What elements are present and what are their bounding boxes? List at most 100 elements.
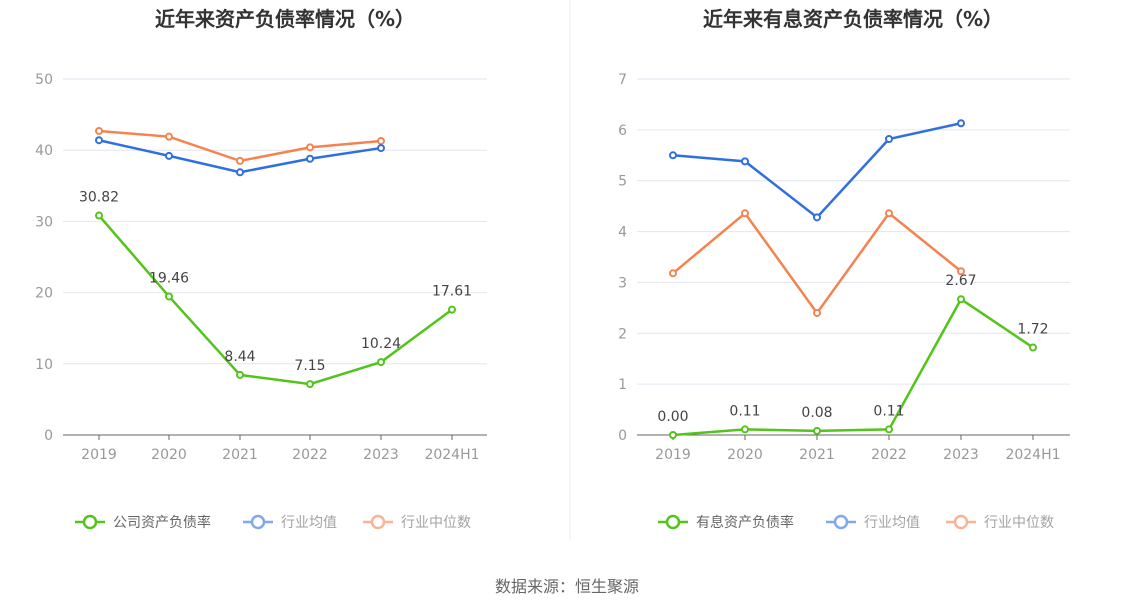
x-tick-label: 2020: [151, 447, 187, 463]
x-tick-label: 2024H1: [424, 447, 479, 463]
legend-label: 公司资产负债率: [113, 514, 211, 531]
data-point: [236, 370, 244, 379]
chart-1: 近年来资产负债率情况（%） 0 10 20 30 40 50 2019 2020 2021 2022…: [35, 7, 487, 531]
data-label: 0.08: [801, 405, 832, 421]
data-label: 19.46: [149, 270, 189, 286]
data-point: [741, 157, 749, 166]
data-point: [95, 126, 103, 135]
data-point: [165, 132, 173, 141]
y-tick-label: 0: [618, 428, 627, 444]
data-point: [306, 154, 314, 163]
data-point: [236, 156, 244, 165]
x-tick-label: 2022: [292, 447, 328, 463]
y-tick-label: 2: [618, 326, 627, 342]
data-point: [306, 143, 314, 152]
y-tick-label: 5: [618, 174, 627, 190]
chart-title: 近年来资产负债率情况（%）: [155, 7, 415, 31]
data-point: [885, 425, 893, 434]
data-label: 7.15: [294, 358, 325, 374]
data-label: 30.82: [79, 190, 119, 206]
data-point: [95, 136, 103, 145]
y-tick-label: 30: [35, 214, 53, 230]
y-tick-label: 0: [44, 428, 53, 444]
x-tick-label: 2024H1: [1005, 447, 1060, 463]
data-label: 10.24: [361, 336, 401, 352]
x-tick-label: 2021: [222, 447, 258, 463]
x-tick-label: 2023: [363, 447, 399, 463]
data-point: [448, 305, 456, 314]
legend-marker-icon: [833, 514, 849, 530]
y-tick-label: 1: [618, 377, 627, 393]
data-point: [377, 136, 385, 145]
data-point: [377, 358, 385, 367]
legend-label: 行业均值: [864, 515, 920, 531]
y-tick-label: 3: [618, 275, 627, 291]
x-tick-label: 2022: [871, 447, 907, 463]
data-point: [669, 431, 677, 439]
source-note: 数据来源：恒生聚源: [495, 577, 639, 596]
x-tick-label: 2021: [799, 447, 835, 463]
legend-marker-icon: [82, 514, 98, 530]
data-label: 0.11: [729, 403, 760, 419]
x-tick-label: 2023: [943, 447, 979, 463]
data-point: [377, 144, 385, 153]
y-tick-label: 40: [35, 143, 53, 159]
data-label: 1.72: [1017, 322, 1048, 338]
legend-item[interactable]: 有息资产负债率: [658, 514, 794, 531]
data-point: [813, 308, 821, 317]
data-point: [669, 269, 677, 278]
y-tick-label: 10: [35, 357, 53, 373]
x-tick-label: 2020: [727, 447, 763, 463]
data-label: 0.00: [657, 409, 688, 425]
data-point: [1029, 343, 1037, 352]
series-line: [672, 122, 962, 220]
legend-marker-icon: [250, 514, 266, 530]
x-tick-label: 2019: [655, 447, 691, 463]
legend-marker-icon: [370, 514, 386, 530]
legend-item[interactable]: 行业中位数: [946, 514, 1054, 531]
data-label: 0.11: [873, 403, 904, 419]
data-label: 17.61: [432, 284, 472, 300]
series-line: [98, 214, 453, 386]
data-point: [813, 426, 821, 435]
data-point: [95, 211, 103, 220]
y-tick-label: 50: [35, 72, 53, 88]
chart-2: 近年来有息资产负债率情况（%） 0 1 2 3 4 5 6 7 2019 2020 2021 2022 2…: [618, 7, 1070, 531]
data-point: [669, 151, 677, 160]
legend-label: 行业中位数: [401, 515, 471, 531]
series-line: [672, 211, 962, 316]
x-tick-label: 2019: [81, 447, 117, 463]
data-point: [741, 425, 749, 434]
data-point: [813, 213, 821, 222]
legend-label: 行业均值: [281, 515, 337, 531]
data-point: [236, 168, 244, 177]
series-line: [672, 297, 1034, 437]
y-tick-label: 4: [618, 225, 627, 241]
data-point: [885, 135, 893, 144]
legend-item[interactable]: 行业中位数: [363, 514, 471, 531]
series-line: [98, 129, 382, 163]
data-point: [957, 267, 965, 276]
data-point: [165, 151, 173, 160]
y-tick-label: 20: [35, 286, 53, 302]
y-tick-label: 6: [618, 123, 627, 139]
legend-item[interactable]: 公司资产负债率: [75, 514, 211, 531]
legend-item[interactable]: 行业均值: [243, 514, 337, 531]
data-point: [741, 209, 749, 218]
data-point: [957, 295, 965, 304]
data-point: [885, 209, 893, 218]
legend-label: 有息资产负债率: [696, 514, 794, 531]
legend-marker-icon: [665, 514, 681, 530]
chart-title: 近年来有息资产负债率情况（%）: [703, 7, 1003, 31]
data-label: 2.67: [945, 273, 976, 289]
legend-marker-icon: [953, 514, 969, 530]
y-tick-label: 7: [618, 72, 627, 88]
legend-label: 行业中位数: [984, 515, 1054, 531]
legend-item[interactable]: 行业均值: [826, 514, 920, 531]
data-point: [306, 380, 314, 389]
data-point: [165, 292, 173, 301]
data-label: 8.44: [224, 349, 255, 365]
data-point: [957, 119, 965, 128]
